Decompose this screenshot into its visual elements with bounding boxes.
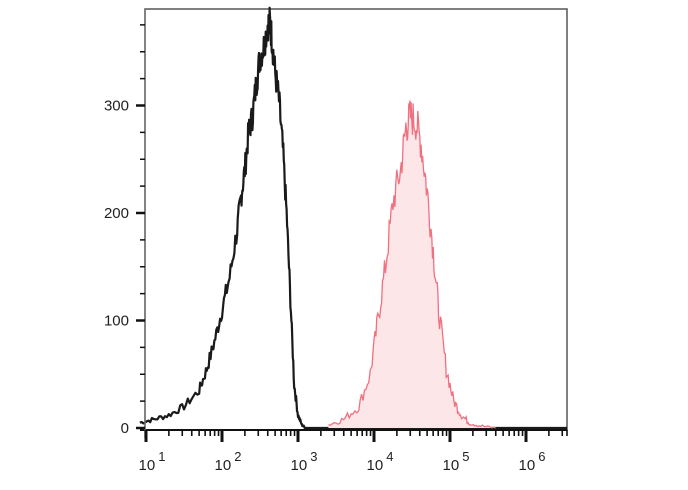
y-tick-label: 200 [104,205,129,222]
y-tick-label: 300 [104,98,129,115]
x-tick-label: 104 [367,449,394,474]
series-fill-1 [328,100,496,428]
x-tick-label: 103 [291,449,318,474]
axis-layer [136,9,568,442]
y-tick-label: 0 [121,420,129,437]
series-layer [139,6,567,430]
series-line-0 [139,6,567,430]
x-tick-label: 106 [519,449,546,474]
x-tick-label: 101 [139,449,166,474]
plot-frame [144,8,568,431]
x-tick-label: 102 [215,449,242,474]
tick-labels: 0 100 200 300 101 102 103 104 105 106 [104,98,545,475]
x-tick-label: 105 [443,449,470,474]
series-line-1 [328,100,496,429]
y-tick-label: 100 [104,313,129,330]
